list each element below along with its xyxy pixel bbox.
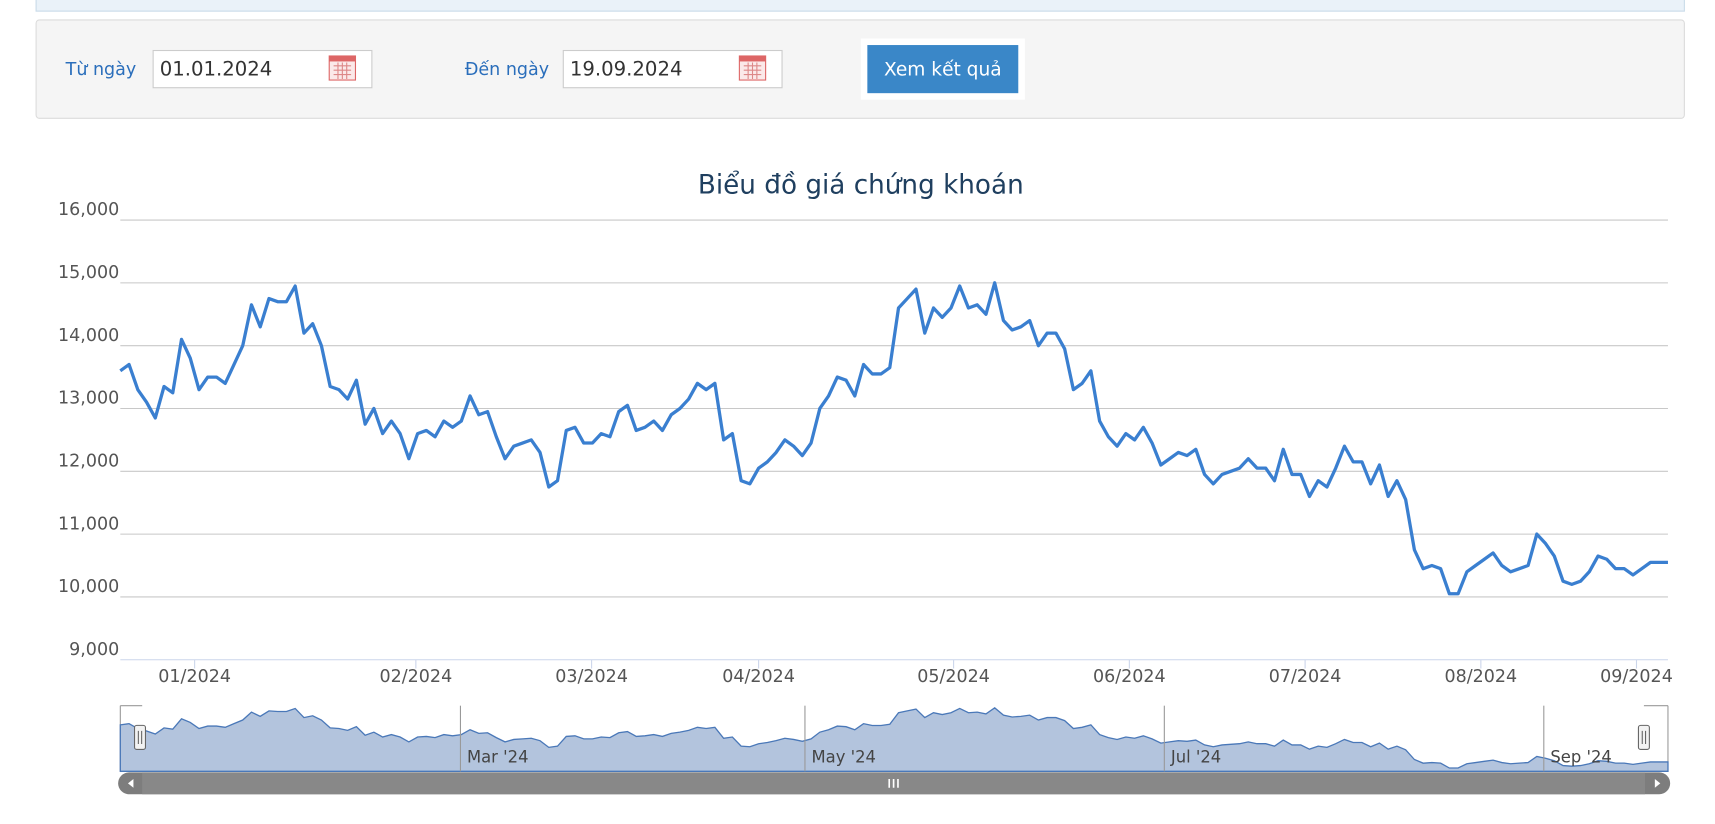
y-tick-label: 16,000 (58, 200, 119, 220)
y-tick-label: 9,000 (69, 640, 119, 660)
chart-title: Biểu đồ giá chứng khoán (698, 170, 1024, 201)
from-value: 01.01.2024 (160, 58, 273, 81)
navigator-tick-label: Jul '24 (1170, 748, 1221, 767)
x-tick-label: 08/2024 (1444, 667, 1517, 687)
x-tick-label: 04/2024 (722, 667, 795, 687)
y-tick-label: 15,000 (58, 263, 119, 283)
y-tick-label: 10,000 (58, 577, 119, 597)
navigator-handle[interactable] (1637, 724, 1650, 750)
x-tick-label: 09/2024 (1600, 667, 1673, 687)
navigator-tick-label: May '24 (812, 748, 876, 767)
x-tick-label: 06/2024 (1093, 667, 1166, 687)
calendar-icon[interactable] (328, 55, 357, 81)
handle-grip (137, 730, 143, 744)
scroll-right-arrow[interactable] (1654, 778, 1661, 788)
y-tick-label: 13,000 (58, 389, 119, 409)
from-label: Từ ngày (65, 60, 137, 80)
y-tick-label: 14,000 (58, 326, 119, 346)
x-tick-label: 07/2024 (1269, 667, 1342, 687)
filter-panel (35, 19, 1685, 119)
button-label: Xem kết quả (884, 59, 1002, 81)
scroll-left-arrow[interactable] (127, 778, 134, 788)
y-tick-label: 11,000 (58, 514, 119, 534)
price-line (119, 281, 1668, 596)
navigator-tick-label: Mar '24 (467, 748, 529, 767)
submit-button[interactable] (867, 45, 1019, 94)
handle-grip (1641, 730, 1647, 744)
navigator-tick-label: Sep '24 (1550, 748, 1611, 767)
navigator-handle[interactable] (133, 724, 147, 750)
x-tick-label: 05/2024 (917, 667, 990, 687)
top-strip (35, 0, 1685, 12)
scrollbar-grip (888, 778, 899, 788)
to-value: 19.09.2024 (570, 58, 683, 81)
x-tick-label: 03/2024 (555, 667, 628, 687)
x-tick-label: 02/2024 (380, 667, 453, 687)
calendar-icon[interactable] (738, 55, 767, 81)
to-label: Đến ngày (465, 59, 549, 80)
y-tick-label: 12,000 (58, 451, 119, 471)
navigator-area (119, 707, 1669, 772)
x-tick-label: 01/2024 (158, 667, 231, 687)
